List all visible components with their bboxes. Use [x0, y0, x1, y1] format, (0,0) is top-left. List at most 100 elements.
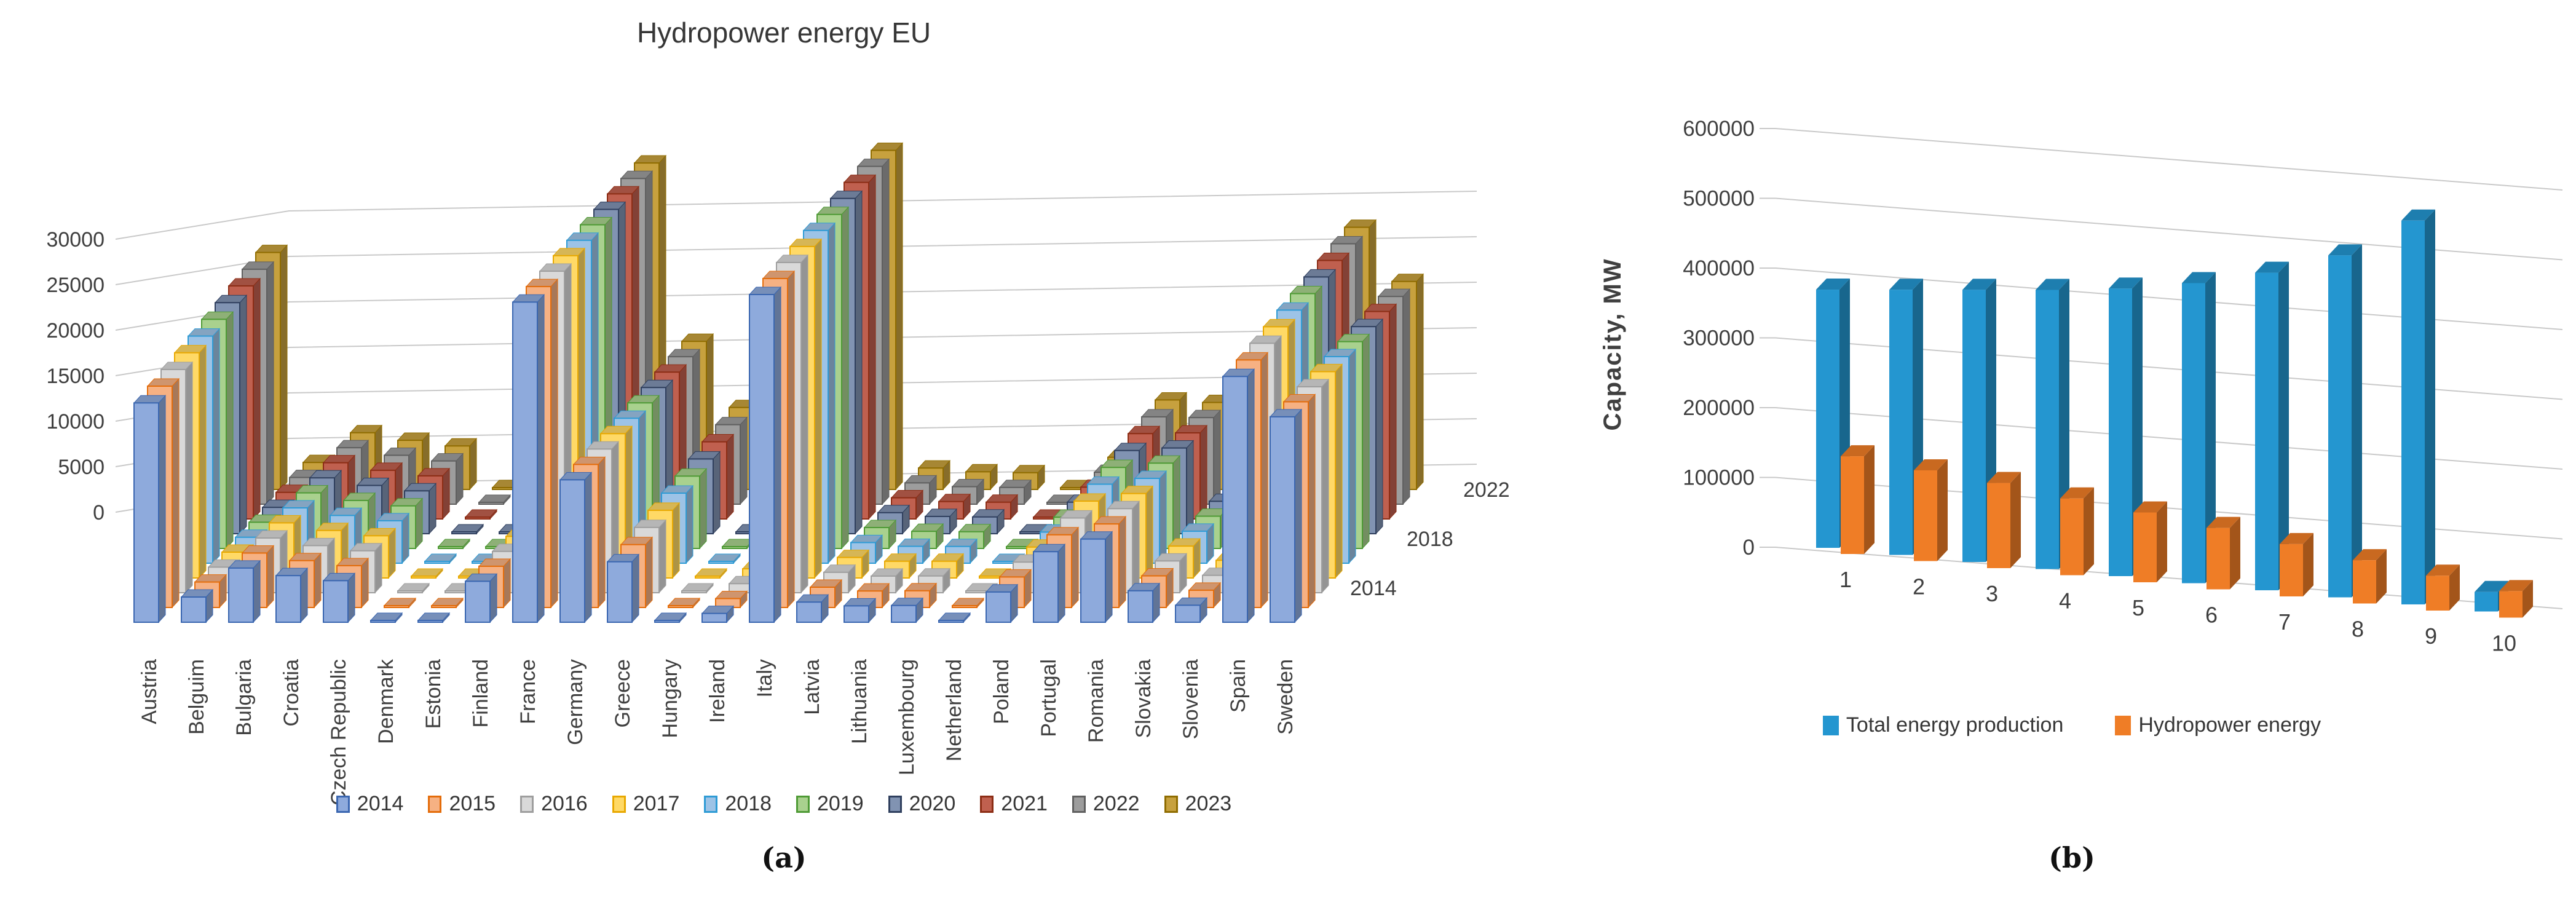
value-axis-tick-label: 20000 — [46, 319, 105, 342]
bar-front-face — [654, 620, 680, 623]
value-axis-tick-label: 500000 — [1683, 187, 1755, 211]
bar-side-face — [226, 311, 234, 550]
chart-b-legend: Total energy production Hydropower energy — [1568, 713, 2576, 737]
legend-item-2015: 2015 — [428, 792, 496, 816]
bar-side-face — [1057, 543, 1065, 623]
bar-side-face — [1335, 363, 1343, 579]
category-label: 2 — [1913, 574, 1925, 599]
bar-side-face — [672, 502, 680, 579]
legend-label: 2018 — [725, 792, 772, 815]
bar-side-face — [1199, 424, 1207, 520]
bar-side-face — [1105, 531, 1113, 623]
bar-side-face — [631, 553, 639, 623]
bar-side-face — [1321, 378, 1329, 594]
bar-side-face — [2230, 516, 2240, 590]
bar-top-face — [2133, 501, 2167, 513]
bar-front-face — [478, 502, 504, 505]
bar-front-face — [512, 301, 538, 623]
bar-side-face — [1389, 303, 1397, 520]
bar-top-face — [2207, 516, 2240, 528]
bar-front-face — [1987, 483, 2010, 568]
value-axis-tick-label: 200000 — [1683, 396, 1755, 420]
legend-label: 2016 — [541, 792, 588, 815]
bar-front-face — [749, 294, 775, 623]
bar-side-face — [239, 294, 247, 535]
value-axis-tick-label: 5000 — [58, 456, 105, 479]
value-axis-tick-label: 100000 — [1683, 466, 1755, 490]
legend-item-2020: 2020 — [888, 792, 956, 816]
bar-front-face — [451, 531, 477, 534]
bar-side-face — [1247, 368, 1255, 623]
bar-front-face — [708, 561, 734, 564]
category-label: 8 — [2352, 617, 2364, 642]
bar-front-face — [2328, 255, 2352, 598]
bar-side-face — [1416, 273, 1424, 491]
bar-side-face — [1172, 454, 1180, 550]
legend-swatch — [1164, 795, 1178, 813]
bar-side-face — [1145, 485, 1153, 579]
legend-label: 2020 — [909, 792, 956, 815]
bar-front-face — [2109, 288, 2132, 576]
category-label: 5 — [2132, 595, 2144, 620]
bar-front-face — [438, 546, 464, 549]
bar-side-face — [1260, 352, 1268, 609]
bar-side-face — [266, 545, 274, 609]
legend-swatch — [336, 795, 350, 813]
bar-side-face — [253, 560, 261, 623]
bar-side-face — [172, 378, 180, 609]
bar-side-face — [1159, 470, 1167, 564]
bar-side-face — [841, 206, 849, 550]
bar-top-face — [1962, 279, 1996, 290]
legend-item-2016: 2016 — [520, 792, 588, 816]
country-label: Lithuania — [848, 659, 871, 744]
category-label: 6 — [2205, 603, 2218, 628]
bar-front-face — [275, 575, 301, 623]
value-axis-tick-label: 0 — [1743, 536, 1755, 560]
chart-a-title: Hydropower energy EU — [636, 17, 931, 49]
legend-swatch — [612, 795, 626, 813]
country-label: Sweden — [1274, 659, 1297, 735]
bar-front-face — [2255, 272, 2278, 590]
bar-side-face — [314, 552, 322, 609]
bar-top-face — [2255, 261, 2289, 273]
bar-side-face — [550, 278, 558, 609]
bar-side-face — [537, 294, 545, 623]
bar-front-face — [1270, 416, 1295, 623]
legend-label: 2022 — [1092, 792, 1140, 815]
bar-top-face — [2328, 244, 2362, 256]
bar-side-face — [814, 238, 822, 579]
bar-front-face — [323, 580, 349, 623]
bar-side-face — [2376, 549, 2387, 604]
depth-axis-label: 2014 — [1350, 577, 1397, 600]
bar-side-face — [895, 142, 903, 491]
bar-side-face — [1118, 515, 1126, 609]
bar-side-face — [158, 395, 166, 623]
legend-label: 2021 — [1001, 792, 1048, 815]
bar-side-face — [2449, 564, 2460, 611]
country-label: Croatia — [280, 659, 303, 727]
gridline — [115, 282, 1477, 331]
category-label: 10 — [2492, 631, 2516, 656]
bar-side-face — [2010, 472, 2021, 568]
bar-side-face — [787, 270, 795, 609]
bar-front-face — [384, 605, 409, 608]
category-label: 1 — [1839, 567, 1852, 592]
bar-front-face — [2353, 560, 2376, 604]
bar-front-face — [2426, 576, 2449, 611]
depth-axis-label: 2022 — [1463, 478, 1510, 502]
legend-swatch — [1822, 715, 1839, 735]
bar-side-face — [1132, 500, 1140, 594]
bar-side-face — [2425, 209, 2435, 604]
legend-label: 2019 — [817, 792, 864, 815]
bar-side-face — [1213, 409, 1221, 505]
country-label: Portugal — [1037, 659, 1061, 737]
bar-side-face — [388, 528, 396, 579]
y-axis-label: Capacity, MW — [1599, 258, 1626, 430]
country-label: Slovakia — [1132, 659, 1155, 738]
bar-front-face — [1816, 290, 1839, 548]
bar-front-face — [431, 605, 457, 608]
bar-front-face — [133, 402, 159, 623]
bar-side-face — [212, 328, 220, 564]
bar-front-face — [986, 591, 1011, 623]
chart-a-legend: 2014 2015 2016 2017 2018 2019 2020 2021 2022 2023 — [0, 792, 1568, 816]
